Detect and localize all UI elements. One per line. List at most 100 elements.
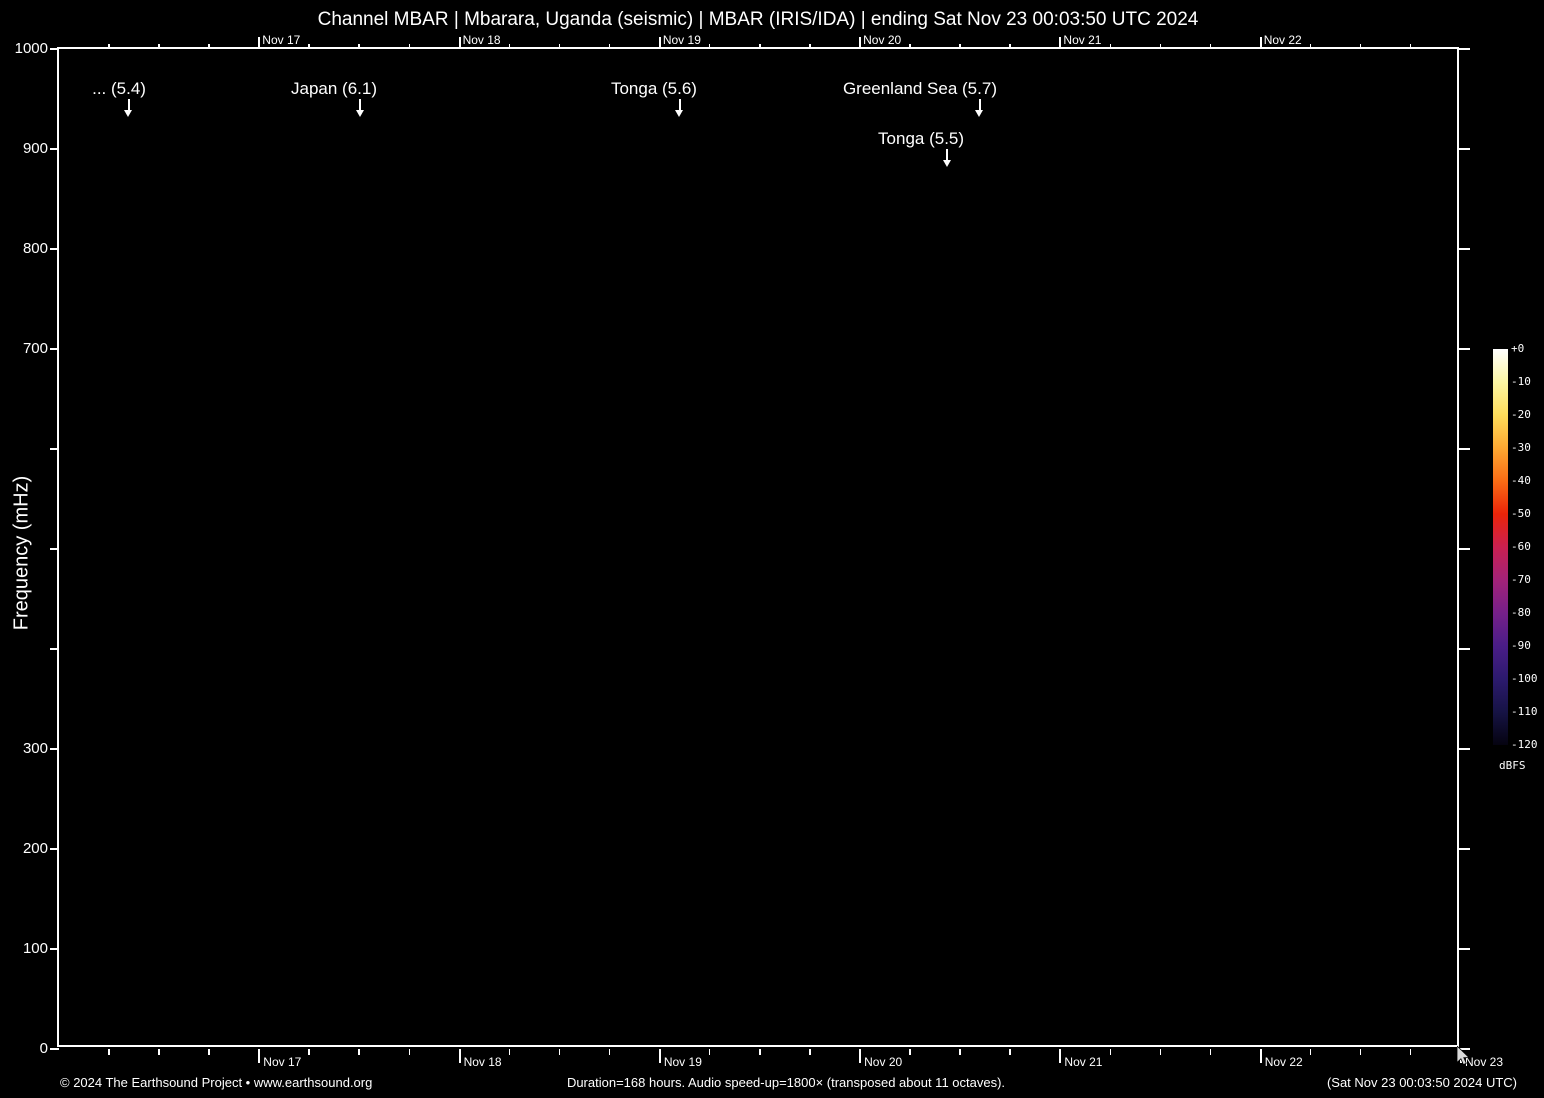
y-tick (1459, 648, 1470, 650)
y-tick-label: 300 (22, 740, 48, 757)
x-tick-label-bottom: Nov 17 (263, 1055, 302, 1069)
x-tick-label-top: Nov 19 (662, 33, 701, 47)
page-title: Channel MBAR | Mbarara, Uganda (seismic)… (317, 9, 1199, 30)
x-tick-minor (508, 44, 511, 49)
event-arrow-line (946, 149, 949, 160)
x-tick-label-top: Nov 21 (1063, 33, 1102, 47)
x-tick-major (859, 37, 862, 49)
x-tick-major (458, 1049, 461, 1063)
y-tick-label: 0 (39, 1040, 48, 1057)
x-tick-major (1259, 37, 1262, 49)
x-tick-minor (809, 44, 811, 49)
event-label: Japan (6.1) (291, 79, 378, 98)
x-tick-minor (959, 44, 961, 49)
event-arrow-head (124, 110, 133, 117)
x-tick-minor (909, 44, 911, 49)
y-tick (1459, 748, 1470, 750)
y-tick (50, 248, 59, 250)
x-tick-label-bottom: Nov 23 (1465, 1055, 1504, 1069)
x-tick-major (258, 1049, 261, 1063)
colorbar-tick-label: -100 (1511, 672, 1538, 685)
x-tick-minor (608, 1049, 611, 1055)
y-tick (1459, 248, 1470, 250)
footer-duration: Duration=168 hours. Audio speed-up=1800×… (566, 1075, 1006, 1090)
x-tick-minor (959, 1049, 961, 1055)
x-tick-minor (158, 1049, 160, 1055)
x-tick-minor (1309, 44, 1312, 49)
x-tick-label-bottom: Nov 22 (1264, 1055, 1303, 1069)
x-tick-minor (1009, 44, 1011, 49)
y-tick (1459, 1048, 1470, 1050)
x-tick-label-top: Nov 22 (1263, 33, 1302, 47)
x-tick-label-bottom: Nov 19 (663, 1055, 702, 1069)
x-tick-minor (909, 1049, 911, 1055)
y-tick-label: 200 (22, 840, 48, 857)
x-tick-minor (1409, 1049, 1412, 1055)
event-arrow-line (359, 99, 361, 110)
x-tick-major (1059, 37, 1062, 49)
y-tick-label: 100 (22, 940, 48, 957)
x-tick-minor (1209, 44, 1212, 49)
x-tick-label-top: Nov 18 (462, 33, 501, 47)
x-tick-minor (558, 1049, 561, 1055)
x-tick-minor (208, 44, 210, 49)
x-tick-minor (308, 1049, 310, 1055)
event-label: Tonga (5.5) (878, 129, 965, 148)
colorbar-tick-label: -60 (1511, 540, 1531, 553)
x-tick-minor (408, 1049, 410, 1055)
x-tick-minor (1209, 1049, 1212, 1055)
event-arrow-head (675, 110, 684, 117)
y-tick (50, 548, 59, 550)
x-tick-minor (1109, 1049, 1111, 1055)
x-tick-minor (558, 44, 561, 49)
colorbar-tick-label: -20 (1511, 408, 1531, 421)
event-arrow-line (127, 99, 130, 110)
y-tick-label: 700 (22, 340, 48, 357)
x-tick-minor (158, 44, 160, 49)
x-tick-minor (1359, 44, 1362, 49)
colorbar-tick-label: +0 (1511, 342, 1525, 355)
x-tick-minor (759, 1049, 761, 1055)
x-tick-major (458, 37, 461, 49)
y-tick (50, 848, 59, 850)
x-tick-major (859, 1049, 862, 1063)
y-tick (1459, 48, 1470, 50)
event-label: Tonga (5.6) (610, 79, 697, 98)
spectrogram-plot: Nov 17 Nov 17 Nov 18 Nov 18 Nov 19 Nov 19 Nov … (15, 34, 1503, 1068)
x-tick-minor (208, 1049, 210, 1055)
x-tick-minor (759, 44, 761, 49)
y-tick (1459, 448, 1470, 450)
x-tick-minor (1009, 1049, 1011, 1055)
y-tick (50, 148, 59, 150)
x-tick-minor (608, 44, 611, 49)
y-tick (50, 1048, 59, 1050)
x-tick-minor (1109, 44, 1111, 49)
y-tick (50, 648, 59, 650)
x-tick-minor (358, 1049, 360, 1055)
colorbar-tick-label: -90 (1511, 639, 1531, 652)
x-tick-minor (408, 44, 410, 49)
footer-timestamp: (Sat Nov 23 00:03:50 2024 UTC) (1326, 1075, 1517, 1090)
x-tick-minor (1309, 1049, 1312, 1055)
y-tick (1459, 848, 1470, 850)
y-tick (1459, 548, 1470, 550)
x-tick-minor (308, 44, 310, 49)
x-tick-major (658, 1049, 661, 1063)
y-tick (50, 348, 59, 350)
y-tick-label: 1000 (14, 40, 48, 57)
footer-copyright: © 2024 The Earthsound Project • www.eart… (60, 1075, 373, 1090)
x-tick-minor (1409, 44, 1412, 49)
y-tick (1459, 948, 1470, 950)
x-tick-minor (1159, 44, 1162, 49)
y-tick (1459, 348, 1470, 350)
x-tick-minor (508, 1049, 511, 1055)
x-tick-label-bottom: Nov 18 (463, 1055, 502, 1069)
colorbar-tick-label: -40 (1511, 474, 1531, 487)
x-tick-major (258, 37, 261, 49)
colorbar-tick-label: -50 (1511, 507, 1531, 520)
event-label: Greenland Sea (5.7) (842, 79, 997, 98)
x-tick-minor (1359, 1049, 1362, 1055)
colorbar-tick-label: -80 (1511, 606, 1531, 619)
colorbar-tick-label: -30 (1511, 441, 1531, 454)
event-arrow-line (978, 99, 981, 110)
